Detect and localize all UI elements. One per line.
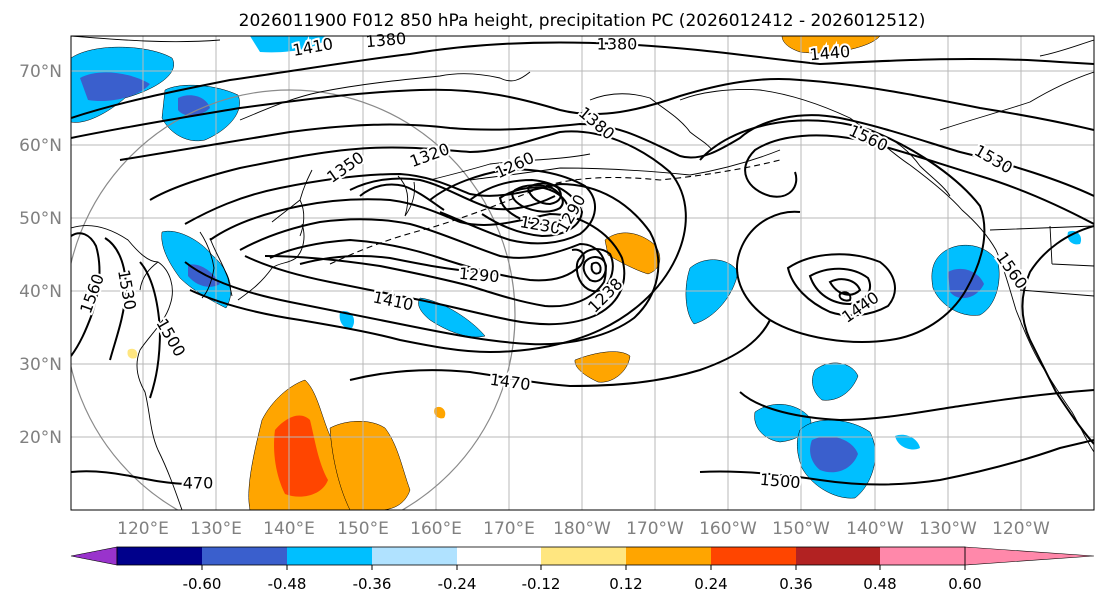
precip-area	[329, 421, 411, 510]
colorbar-bin	[796, 547, 880, 565]
lon-label: 180°W	[553, 519, 611, 539]
lat-label: 60°N	[19, 136, 62, 156]
contour-label: 470	[183, 474, 214, 493]
contour-label: 1440	[809, 42, 851, 64]
precip-area	[339, 311, 355, 329]
precip-area	[781, 36, 881, 54]
lon-label: 150°W	[772, 519, 830, 539]
lon-label: 120°W	[992, 519, 1050, 539]
lon-label: 160°E	[410, 519, 462, 539]
range-circle	[71, 89, 516, 510]
lon-label: 160°W	[699, 519, 757, 539]
colorbar-tick-label: 0.48	[863, 575, 896, 593]
precip-core	[274, 415, 328, 497]
colorbar: -0.60 -0.48 -0.36 -0.24 -0.12 0.12 0.24 …	[70, 546, 1095, 593]
colorbar-bin	[372, 547, 457, 565]
coastlines	[71, 36, 1094, 510]
lon-label: 140°W	[846, 519, 904, 539]
contour-label: 1380	[365, 29, 407, 51]
colorbar-bin	[711, 547, 796, 565]
lon-label: 170°W	[626, 519, 684, 539]
contour-label: 1500	[759, 470, 801, 492]
colorbar-bin	[202, 547, 287, 565]
colorbar-bin	[457, 547, 541, 565]
precip-area	[250, 36, 330, 53]
lat-label: 40°N	[19, 282, 62, 302]
precip-area	[127, 348, 138, 359]
height-contours	[71, 41, 1094, 486]
lon-label: 170°E	[483, 519, 535, 539]
map-frame	[70, 35, 1095, 511]
precip-core	[810, 436, 858, 473]
precip-area	[434, 406, 446, 419]
precip-area	[685, 259, 739, 325]
latitude-labels: 70°N 60°N 50°N 40°N 30°N 20°N	[19, 62, 62, 448]
longitude-labels: 120°E 130°E 140°E 150°E 160°E 170°E 180°…	[117, 519, 1050, 539]
figure-title: 2026011900 F012 850 hPa height, precipit…	[239, 11, 926, 31]
contour-label: 1380	[597, 35, 638, 54]
colorbar-extend-high	[964, 546, 1095, 566]
colorbar-bin	[626, 547, 711, 565]
precip-area	[574, 351, 631, 383]
lat-label: 70°N	[19, 62, 62, 82]
colorbar-extend-low	[70, 546, 118, 566]
contour-label: 1290	[458, 264, 500, 286]
precip-area	[812, 362, 859, 401]
precip-area	[895, 434, 920, 450]
graticule	[71, 36, 1094, 510]
colorbar-tick-label: 0.24	[694, 575, 727, 593]
lon-label: 140°E	[263, 519, 315, 539]
colorbar-tick-label: -0.24	[438, 575, 477, 593]
colorbar-tick-label: 0.36	[779, 575, 812, 593]
colorbar-tick-label: -0.60	[183, 575, 222, 593]
colorbar-tick-label: 0.60	[948, 575, 981, 593]
colorbar-bin	[880, 547, 965, 565]
lat-label: 50°N	[19, 209, 62, 229]
lon-label: 130°E	[190, 519, 242, 539]
lon-label: 120°E	[117, 519, 169, 539]
dashed-boundary	[329, 159, 781, 265]
colorbar-tick-label: 0.12	[609, 575, 642, 593]
colorbar-tick-label: -0.48	[268, 575, 307, 593]
lat-label: 20°N	[19, 428, 62, 448]
lon-label: 130°W	[919, 519, 977, 539]
colorbar-tick-label: -0.12	[522, 575, 561, 593]
colorbar-bin	[117, 547, 202, 565]
colorbar-tick-label: -0.36	[353, 575, 392, 593]
lon-label: 150°E	[337, 519, 389, 539]
precip-core	[178, 95, 210, 116]
colorbar-bin	[541, 547, 626, 565]
colorbar-bin	[287, 547, 372, 565]
lat-label: 30°N	[19, 355, 62, 375]
precip-core	[80, 72, 150, 102]
